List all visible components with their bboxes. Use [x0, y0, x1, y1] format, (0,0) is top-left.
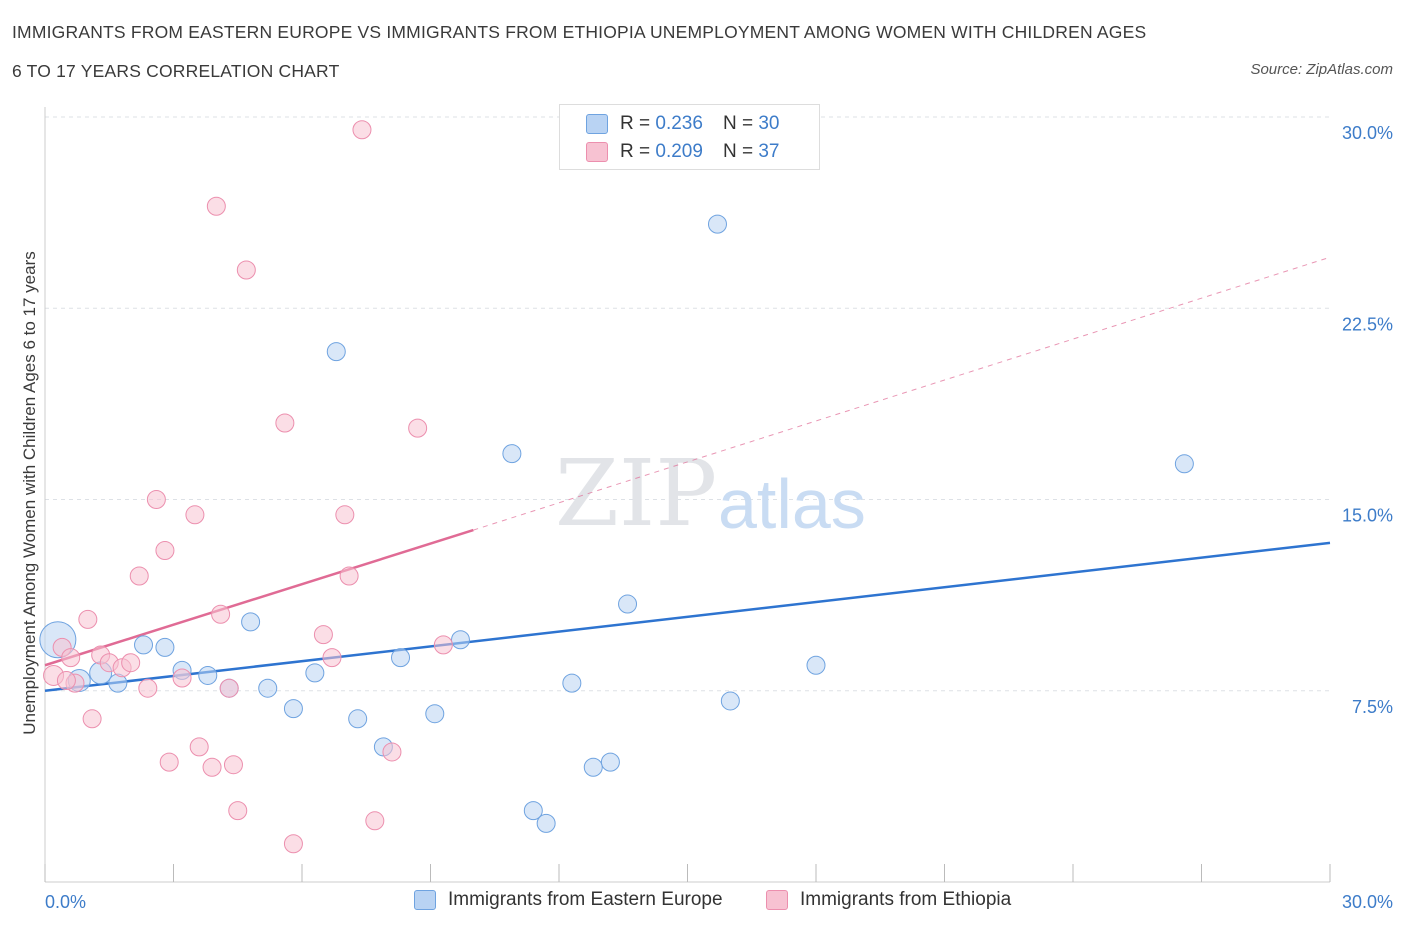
- point-eastern-europe: [391, 648, 411, 668]
- point-eastern-europe: [600, 752, 620, 772]
- legend-swatch-blue: [414, 890, 436, 910]
- legend-row-ethiopia: R = 0.209 N = 37: [586, 139, 779, 165]
- point-ethiopia: [155, 541, 175, 560]
- point-ethiopia: [121, 653, 141, 673]
- chart-title-line-1: IMMIGRANTS FROM EASTERN EUROPE VS IMMIGR…: [12, 22, 1147, 42]
- legend-swatch-pink: [586, 142, 608, 162]
- point-eastern-europe: [155, 637, 175, 657]
- point-ethiopia: [129, 566, 149, 586]
- point-ethiopia: [352, 120, 372, 140]
- point-eastern-europe: [283, 699, 303, 719]
- point-ethiopia: [228, 801, 248, 821]
- legend-label-eastern-europe: Immigrants from Eastern Europe: [448, 889, 723, 910]
- x-tick-label: 30.0%: [1342, 892, 1393, 912]
- point-eastern-europe: [536, 813, 556, 833]
- point-eastern-europe: [258, 678, 278, 698]
- point-ethiopia: [283, 834, 303, 854]
- legend-r-value: 0.209: [655, 141, 703, 162]
- point-ethiopia: [219, 678, 239, 698]
- point-ethiopia: [408, 418, 428, 438]
- point-ethiopia: [365, 811, 385, 831]
- point-ethiopia: [185, 505, 205, 525]
- point-ethiopia: [313, 625, 333, 645]
- legend-row-eastern-europe: R = 0.236 N = 30: [586, 111, 779, 137]
- y-tick-label: 15.0%: [1342, 506, 1393, 526]
- point-ethiopia: [138, 678, 158, 698]
- point-eastern-europe: [618, 594, 638, 614]
- point-ethiopia: [339, 566, 359, 586]
- legend-n-label: N =: [722, 113, 754, 134]
- axes: [44, 107, 1331, 883]
- point-eastern-europe: [720, 691, 740, 711]
- point-ethiopia: [78, 609, 98, 629]
- legend-r-value: 0.236: [655, 113, 703, 134]
- point-ethiopia: [223, 755, 243, 775]
- point-eastern-europe: [450, 630, 470, 650]
- point-eastern-europe: [425, 704, 445, 724]
- point-ethiopia: [382, 742, 402, 762]
- point-ethiopia: [335, 505, 355, 525]
- point-ethiopia: [206, 196, 226, 216]
- point-ethiopia: [275, 413, 295, 433]
- watermark-zip: ZIP: [555, 440, 717, 547]
- point-ethiopia: [159, 752, 179, 772]
- legend-n-value: 37: [758, 141, 780, 162]
- legend-r-label: R =: [620, 141, 651, 162]
- chart-title-line-2: 6 TO 17 YEARS CORRELATION CHART: [12, 61, 340, 81]
- point-eastern-europe: [348, 709, 368, 729]
- data-points: [39, 120, 1194, 854]
- point-eastern-europe: [523, 801, 543, 821]
- point-ethiopia: [236, 260, 256, 280]
- point-eastern-europe: [326, 342, 346, 362]
- legend-n-label: N =: [722, 141, 754, 162]
- point-eastern-europe: [134, 635, 154, 655]
- trend-lines: [44, 256, 1331, 692]
- point-ethiopia: [433, 635, 453, 655]
- legend-item-eastern-europe[interactable]: Immigrants from Eastern Europe: [414, 889, 723, 911]
- y-axis-label: Unemployment Among Women with Children A…: [20, 251, 39, 735]
- watermark: ZIP atlas: [555, 440, 866, 547]
- trend-line-eastern-europe: [44, 541, 1331, 692]
- legend-swatch-pink: [766, 890, 788, 910]
- point-eastern-europe: [707, 214, 727, 234]
- watermark-atlas: atlas: [718, 465, 866, 543]
- source-label: Source: ZipAtlas.com: [1250, 61, 1393, 78]
- y-tick-label: 22.5%: [1342, 314, 1393, 334]
- point-eastern-europe: [806, 655, 826, 675]
- tick-labels: 7.5% 15.0% 22.5% 30.0% 0.0% 30.0%: [45, 123, 1393, 912]
- y-tick-label: 7.5%: [1352, 697, 1393, 717]
- point-ethiopia: [322, 648, 342, 668]
- point-ethiopia: [189, 737, 209, 757]
- legend-r-label: R =: [620, 113, 651, 134]
- point-ethiopia: [61, 648, 81, 668]
- point-eastern-europe: [198, 665, 218, 685]
- point-eastern-europe: [502, 444, 522, 464]
- trend-line-ethiopia-extension: [473, 256, 1331, 531]
- point-ethiopia: [211, 604, 231, 624]
- legend-label-ethiopia: Immigrants from Ethiopia: [800, 889, 1012, 910]
- correlation-legend: R = 0.236 N = 30 R = 0.209 N = 37: [559, 104, 820, 170]
- point-eastern-europe: [305, 663, 325, 683]
- point-eastern-europe: [583, 757, 603, 777]
- point-ethiopia: [146, 490, 166, 509]
- point-ethiopia: [56, 671, 76, 691]
- point-ethiopia: [82, 709, 102, 729]
- legend-n-value: 30: [758, 113, 780, 134]
- point-eastern-europe: [562, 673, 582, 693]
- x-tick-label: 0.0%: [45, 892, 86, 912]
- point-eastern-europe: [241, 612, 261, 632]
- point-eastern-europe: [1174, 454, 1194, 474]
- legend-item-ethiopia[interactable]: Immigrants from Ethiopia: [766, 889, 1011, 911]
- trend-line-ethiopia: [44, 528, 474, 667]
- point-ethiopia: [172, 668, 192, 688]
- legend-swatch-blue: [586, 114, 608, 134]
- point-ethiopia: [202, 757, 222, 777]
- y-tick-label: 30.0%: [1342, 123, 1393, 143]
